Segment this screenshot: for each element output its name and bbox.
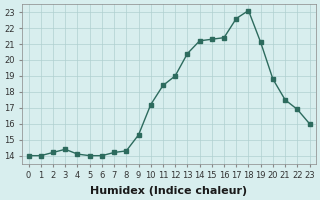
X-axis label: Humidex (Indice chaleur): Humidex (Indice chaleur) <box>91 186 248 196</box>
